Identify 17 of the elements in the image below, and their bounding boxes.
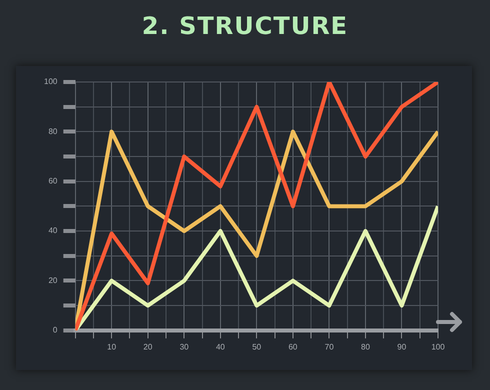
x-tick-label: 10 bbox=[107, 342, 117, 352]
x-tick-label: 90 bbox=[397, 342, 407, 352]
y-tick-label: 0 bbox=[52, 326, 58, 335]
x-tick-label: 40 bbox=[216, 342, 226, 352]
x-tick-label: 70 bbox=[324, 342, 334, 352]
y-tick-label: 80 bbox=[48, 126, 58, 136]
x-tick-label: 20 bbox=[143, 342, 153, 352]
x-tick-label: 60 bbox=[288, 342, 298, 352]
x-tick-label: 30 bbox=[180, 342, 190, 352]
x-tick-label: 50 bbox=[252, 342, 262, 352]
y-tick-label: 20 bbox=[48, 276, 58, 285]
y-tick-label: 40 bbox=[48, 226, 58, 236]
x-tick-label: 80 bbox=[361, 342, 370, 352]
y-tick-label: 60 bbox=[48, 176, 58, 186]
chart-title: 2. STRUCTURE bbox=[140, 12, 350, 40]
x-tick-label: 100 bbox=[431, 342, 446, 352]
y-tick-label: 100 bbox=[44, 77, 58, 86]
